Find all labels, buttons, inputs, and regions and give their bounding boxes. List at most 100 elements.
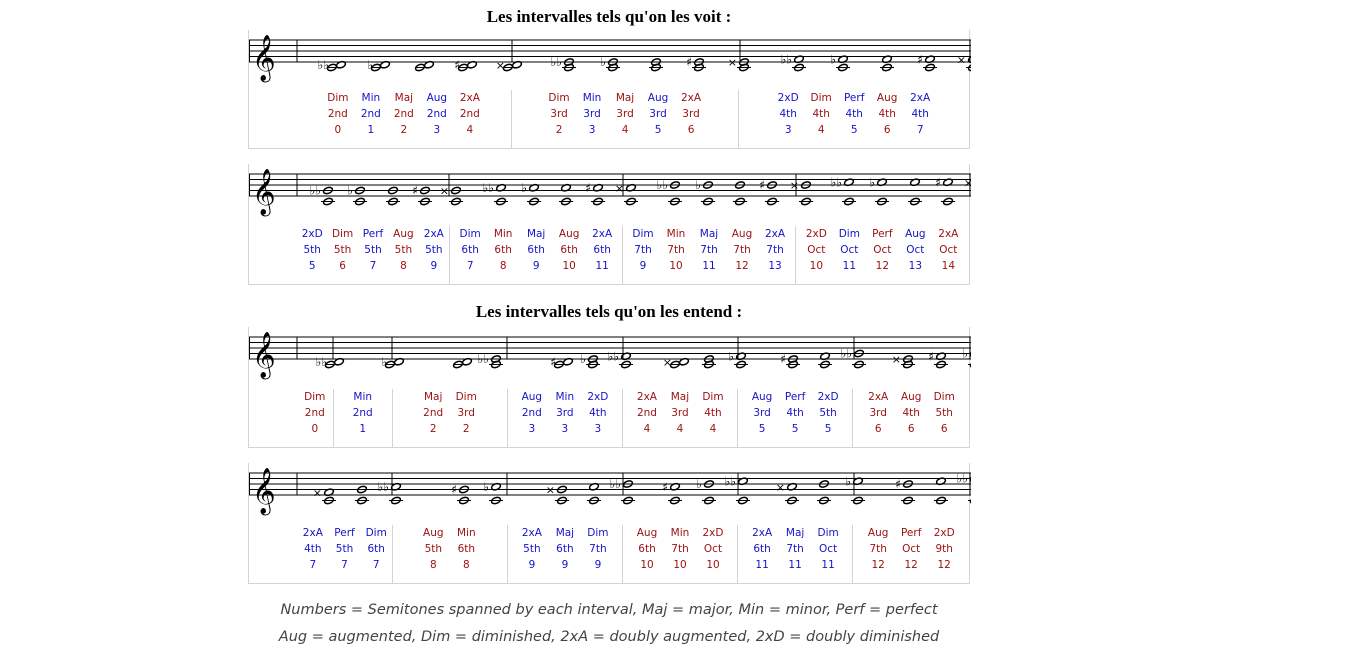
interval-semitones: 10 — [673, 559, 687, 571]
title-heard: Les intervalles tels qu'on les entend : — [475, 302, 743, 321]
measure-2: Dim 3rd 2 Min 3rd 3 Maj 3rd 4 Aug 3rd 5 2xA 3rd 6 — [510, 90, 739, 148]
interval-size: 5th — [819, 407, 837, 419]
interval-size: 3rd — [753, 407, 771, 419]
interval-size: 7th — [786, 543, 804, 555]
interval-quality: 2xA — [752, 527, 773, 539]
accidental-double-flat: ♭♭ — [318, 58, 329, 72]
interval-quality: Dim — [365, 527, 387, 539]
note-top — [793, 55, 805, 64]
interval-quality: Maj — [785, 527, 805, 539]
note-bottom — [703, 496, 715, 505]
note-bottom — [935, 360, 947, 369]
note-bottom — [843, 197, 855, 206]
accidental-double-flat: ♭♭ — [551, 55, 562, 69]
interval-quality: Aug — [423, 527, 444, 539]
interval-semitones: 7 — [466, 260, 474, 272]
note-bottom — [969, 496, 971, 505]
interval-semitones: 11 — [595, 260, 609, 272]
note-top — [588, 482, 600, 491]
interval-semitones: 3 — [528, 423, 536, 435]
note-bottom — [322, 197, 334, 206]
accidental-sharp: ♯ — [454, 58, 460, 72]
interval-size: 3rd — [616, 108, 634, 120]
interval-semitones: 4 — [817, 124, 825, 136]
measure-3: Dim 7th 9 Min 7th 10 Maj 7th 11 Aug 7th 12 2xA 7th 13 — [622, 226, 794, 284]
interval-label: Aug 7th 12 — [726, 226, 759, 284]
interval-label: Min 3rd 3 — [548, 389, 581, 447]
interval-size: 4th — [902, 407, 920, 419]
interval-label: Dim 4th 4 — [696, 389, 729, 447]
interval-quality: Min — [582, 92, 602, 104]
accidental-sharp: ♯ — [412, 184, 418, 198]
staff-panel-3: 𝄞 ♭♭ ♭ ♭♭ ♯ ♭ ♭♭ × ♭ ♯ ♭♭ × ♯ ♭ Dim 2nd 0 Min 2nd 1 Maj 2nd 2 D… — [248, 327, 971, 448]
interval-semitones: 10 — [809, 260, 824, 272]
interval-semitones: 3 — [433, 124, 441, 136]
interval-semitones: 10 — [562, 260, 576, 272]
interval-label: 2xA 4th 7 — [297, 525, 329, 583]
note-top — [737, 477, 749, 486]
interval-size: 6th — [638, 543, 656, 555]
interval-label: Maj 3rd 4 — [663, 389, 696, 447]
interval-semitones: 4 — [709, 423, 717, 435]
interval-quality: 2xA — [521, 527, 542, 539]
interval-label: Perf 5th 7 — [358, 226, 388, 284]
interval-label: Dim 2nd 0 — [298, 389, 331, 447]
interval-quality: 2xD — [777, 92, 799, 104]
interval-semitones: 8 — [462, 559, 470, 571]
interval-semitones: 8 — [429, 559, 437, 571]
note-bottom — [818, 496, 830, 505]
note-top — [766, 181, 778, 189]
note-top — [419, 186, 431, 195]
accidental-flat: ♭ — [600, 55, 606, 69]
interval-quality: 2xA — [423, 228, 444, 240]
note-top — [787, 355, 799, 363]
note-top — [876, 178, 888, 187]
measure-5: 2xA 6th 11 Maj 7th 11 Dim Oct 11 — [736, 525, 853, 583]
interval-label: Min 7th 10 — [664, 525, 697, 583]
interval-size: 6th — [457, 543, 476, 555]
interval-semitones: 11 — [821, 559, 835, 571]
interval-size: Oct — [939, 244, 958, 256]
interval-quality: Dim — [331, 228, 354, 240]
interval-quality: 2xA — [636, 391, 657, 403]
interval-semitones: 0 — [334, 124, 342, 136]
interval-size: 3rd — [457, 407, 475, 419]
interval-quality: Perf — [362, 228, 384, 240]
note-top — [450, 186, 462, 195]
interval-size: 3rd — [583, 108, 601, 120]
accidental-double-flat: ♭♭ — [316, 355, 327, 369]
note-bottom — [450, 197, 462, 206]
note-top — [556, 485, 568, 494]
accidental-sharp: ♯ — [917, 52, 923, 66]
interval-size: 5th — [394, 244, 413, 256]
accidental-flat: ♭ — [521, 181, 527, 195]
interval-quality: Dim — [838, 228, 860, 240]
accidental-flat: ♭ — [869, 175, 875, 189]
accidental-flat: ♭ — [367, 58, 373, 72]
interval-semitones: 14 — [941, 260, 956, 272]
interval-label: Maj 7th 11 — [693, 226, 726, 284]
note-bottom — [620, 360, 632, 369]
interval-label: Min 6th 8 — [450, 525, 483, 583]
note-bottom — [881, 63, 893, 72]
note-top — [935, 352, 947, 361]
accidental-double-flat: ♭♭ — [781, 52, 792, 66]
note-top — [356, 485, 368, 494]
interval-semitones: 10 — [669, 260, 683, 272]
note-bottom — [419, 197, 431, 206]
interval-size: 6th — [560, 244, 578, 256]
interval-semitones: 11 — [755, 559, 769, 571]
note-top — [735, 352, 747, 361]
interval-size: 6th — [494, 244, 512, 256]
interval-semitones: 6 — [339, 260, 346, 272]
accidental-double-flat: ♭♭ — [608, 349, 619, 363]
measure-2: Dim 6th 7 Min 6th 8 Maj 6th 9 Aug 6th 10 2xA 6th 11 — [449, 226, 622, 284]
note-bottom — [458, 496, 470, 505]
interval-semitones: 3 — [588, 124, 596, 136]
legend: Numbers = Semitones spanned by each inte… — [248, 597, 970, 651]
interval-label: 2xA 6th 11 — [586, 226, 619, 284]
note-bottom — [902, 496, 914, 505]
interval-quality: Dim — [587, 527, 609, 539]
treble-clef-icon: 𝄞 — [252, 332, 276, 380]
note-top — [800, 181, 812, 189]
